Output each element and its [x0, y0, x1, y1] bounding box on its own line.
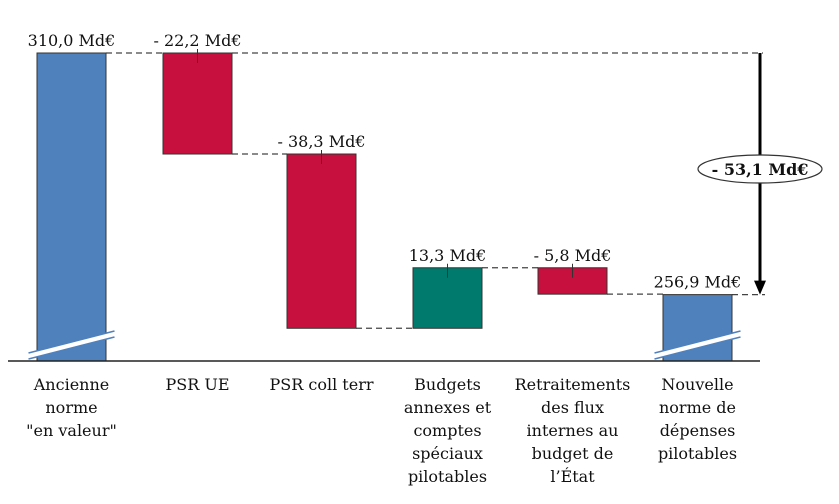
category-label-5: dépenses — [660, 421, 736, 440]
bar-0 — [36, 52, 107, 362]
value-labels: 310,0 Md€ - 22,2 Md€ - 38,3 Md€ 13,3 Md€ - 5… — [28, 31, 742, 292]
axis-break-5 — [654, 331, 741, 359]
bar-1 — [162, 52, 233, 155]
category-label-5: norme de — [659, 398, 736, 417]
category-labels: Ancienne norme "en valeur" PSR UE PSR coll t… — [26, 375, 737, 486]
bar-2 — [286, 153, 357, 329]
axis-break-edge-0 — [28, 336, 115, 360]
category-label-0: norme — [45, 398, 97, 417]
connector-lines — [106, 52, 765, 329]
axis-break-0 — [28, 331, 115, 359]
value-label-5: 256,9 Md€ — [654, 273, 742, 292]
bars — [36, 52, 733, 362]
axis-breaks — [28, 330, 741, 360]
bar-5 — [662, 294, 733, 362]
category-label-4: Retraitements — [515, 375, 631, 394]
category-label-4: l’État — [550, 466, 595, 486]
total-change-arrow: - 53,1 Md€ — [697, 53, 823, 295]
axis-break-edge-0 — [28, 330, 115, 354]
category-label-3: annexes et — [404, 398, 492, 417]
category-label-5: Nouvelle — [661, 375, 733, 394]
category-label-3: Budgets — [414, 375, 481, 394]
total-arrow-head — [754, 280, 766, 295]
category-label-1: PSR UE — [165, 375, 229, 394]
category-label-3: pilotables — [408, 467, 487, 486]
value-label-0: 310,0 Md€ — [28, 31, 116, 50]
category-label-4: budget de — [532, 444, 614, 463]
axis-break-edge-5 — [654, 336, 741, 360]
total-change-oval — [697, 154, 823, 184]
category-label-4: internes au — [527, 421, 619, 440]
category-label-2: PSR coll terr — [270, 375, 374, 394]
category-label-0: "en valeur" — [26, 421, 117, 440]
category-label-0: Ancienne — [33, 375, 109, 394]
value-label-3: 13,3 Md€ — [409, 246, 487, 265]
total-change-label: - 53,1 Md€ — [712, 160, 809, 179]
axis-break-edge-5 — [654, 330, 741, 354]
value-label-2: - 38,3 Md€ — [277, 132, 365, 151]
value-label-1: - 22,2 Md€ — [153, 31, 241, 50]
category-label-4: des flux — [541, 398, 604, 417]
category-label-3: comptes — [413, 421, 481, 440]
category-label-3: spéciaux — [412, 444, 483, 463]
value-label-4: - 5,8 Md€ — [534, 246, 612, 265]
category-label-5: pilotables — [658, 444, 737, 463]
